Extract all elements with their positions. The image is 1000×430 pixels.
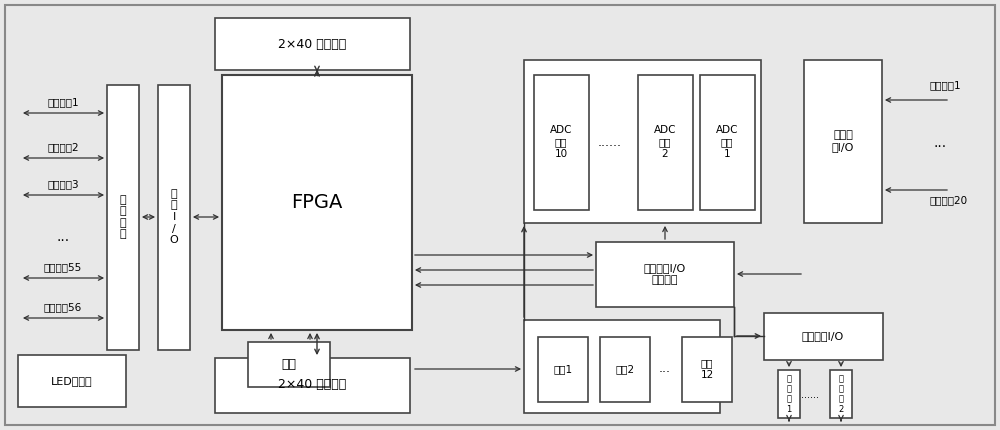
Text: 数字信号56: 数字信号56 xyxy=(44,302,82,312)
Bar xyxy=(524,320,720,413)
Text: 光纤
12: 光纤 12 xyxy=(700,358,714,380)
Bar xyxy=(596,242,734,307)
Bar xyxy=(215,18,410,70)
Bar xyxy=(538,337,588,402)
Text: ...: ... xyxy=(933,136,947,150)
Text: 2×40 并行接口: 2×40 并行接口 xyxy=(278,378,346,391)
Text: 光纤1: 光纤1 xyxy=(553,364,573,374)
Text: ...: ... xyxy=(659,362,671,375)
Text: ADC
通道
2: ADC 通道 2 xyxy=(654,126,676,159)
Bar xyxy=(764,313,883,360)
Text: ......: ...... xyxy=(801,390,819,400)
Bar xyxy=(158,85,190,350)
Bar xyxy=(248,342,330,387)
Bar xyxy=(700,75,755,210)
Bar xyxy=(600,337,650,402)
Bar xyxy=(215,358,410,413)
Text: ...: ... xyxy=(56,230,70,244)
Text: 数字信号3: 数字信号3 xyxy=(47,179,79,189)
Bar xyxy=(638,75,693,210)
Bar xyxy=(524,60,761,223)
Text: ......: ...... xyxy=(598,135,622,148)
Text: 数
字
I
/
O: 数 字 I / O xyxy=(170,189,178,245)
Text: 晶振: 晶振 xyxy=(282,359,296,372)
Bar xyxy=(682,337,732,402)
Bar xyxy=(804,60,882,223)
Bar xyxy=(18,355,126,407)
Bar xyxy=(830,370,852,418)
Text: ADC
通道
1: ADC 通道 1 xyxy=(716,126,738,159)
Text: FPGA: FPGA xyxy=(291,193,343,212)
Text: 数字信号1: 数字信号1 xyxy=(47,97,79,107)
Text: ADC
通道
10: ADC 通道 10 xyxy=(550,126,572,159)
Text: 电
平
转
换: 电 平 转 换 xyxy=(120,195,126,240)
Bar xyxy=(534,75,589,210)
Text: 模拟输
入I/O: 模拟输 入I/O xyxy=(832,130,854,152)
Bar xyxy=(778,370,800,418)
Text: 滤
波
器
1: 滤 波 器 1 xyxy=(786,374,792,414)
Text: 滤
波
器
2: 滤 波 器 2 xyxy=(838,374,844,414)
Text: 光纤2: 光纤2 xyxy=(615,364,635,374)
Text: 模拟输入20: 模拟输入20 xyxy=(930,195,968,205)
Text: 模拟输入1: 模拟输入1 xyxy=(930,80,962,90)
Bar xyxy=(222,75,412,330)
Bar xyxy=(107,85,139,350)
Text: 模拟输出I/O: 模拟输出I/O xyxy=(802,331,844,341)
Text: 数字信号55: 数字信号55 xyxy=(44,262,82,272)
Text: 模拟输入I/O
保护电路: 模拟输入I/O 保护电路 xyxy=(644,263,686,285)
Text: 数字信号2: 数字信号2 xyxy=(47,142,79,152)
Text: 2×40 并行接口: 2×40 并行接口 xyxy=(278,37,346,50)
Text: LED显示器: LED显示器 xyxy=(51,376,93,386)
